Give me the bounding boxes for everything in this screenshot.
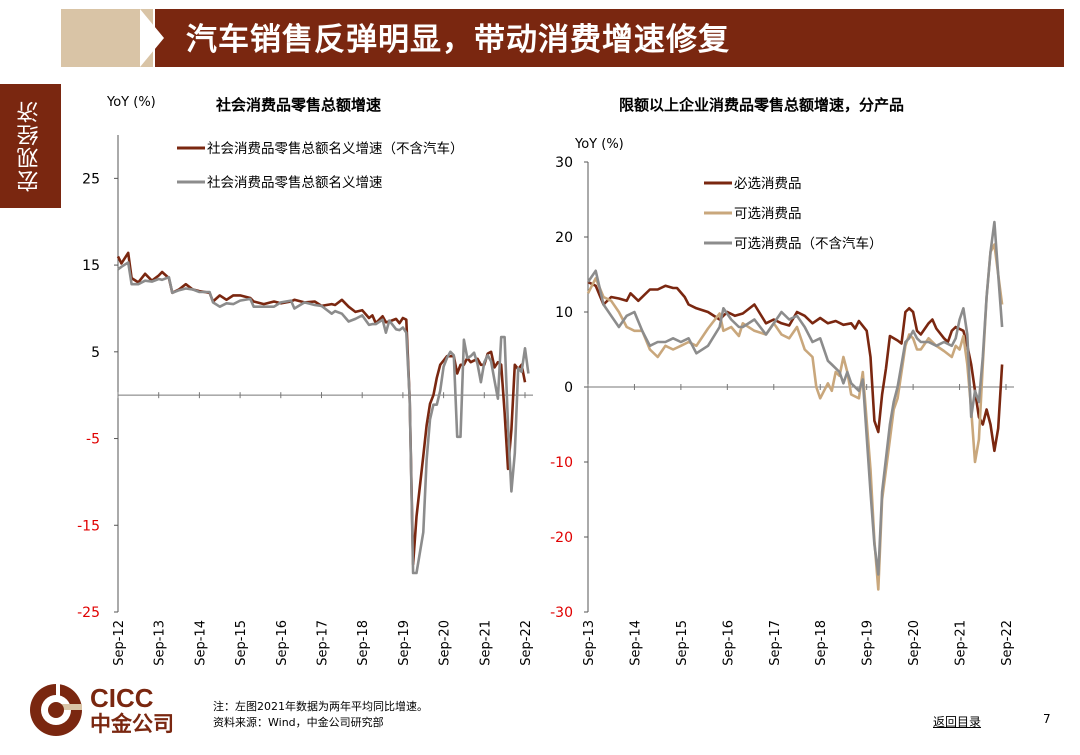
y-tick-label: 5 <box>91 345 100 361</box>
y-tick-label: 0 <box>564 380 573 396</box>
x-tick-label: Sep-18 <box>356 620 371 666</box>
x-tick-label: Sep-22 <box>1000 620 1015 666</box>
y-tick-label: -15 <box>77 518 100 534</box>
x-tick-label: Sep-21 <box>954 620 969 666</box>
y-tick-label: -20 <box>550 530 573 546</box>
right-chart-title: 限额以上企业消费品零售总额增速，分产品 <box>619 96 905 114</box>
legend-label: 社会消费品零售总额名义增速（不含汽车） <box>207 140 464 157</box>
x-tick-label: Sep-13 <box>153 620 168 666</box>
series-line <box>117 261 530 575</box>
series-line <box>587 280 1004 453</box>
series-line <box>116 251 527 566</box>
header-bar <box>155 9 1064 67</box>
header-gold-block <box>61 9 153 67</box>
legend-label: 可选消费品 <box>734 206 802 222</box>
left-chart-title: 社会消费品零售总额增速 <box>216 96 382 114</box>
right-chart: 30 20 10 0 -10 -20 -30 Sep-13 Sep-14 Sep-15 Sep-16… <box>550 155 1015 666</box>
x-tick-label: Sep-12 <box>112 620 127 666</box>
x-tick-label: Sep-16 <box>275 620 290 666</box>
left-chart: 25 15 5 -5 -15 -25 Sep-12 Sep-13 Sep-14 Sep-15 Sep… <box>77 135 534 666</box>
header-arrow-icon <box>140 9 164 67</box>
x-tick-label: Sep-13 <box>582 620 597 666</box>
series-line <box>586 220 1004 576</box>
y-tick-label: -5 <box>86 432 100 448</box>
x-tick-label: Sep-21 <box>478 620 493 666</box>
y-tick-label: -25 <box>77 605 100 621</box>
x-tick-label: Sep-19 <box>397 620 412 666</box>
page-title: 汽车销售反弹明显，带动消费增速修复 <box>186 22 730 58</box>
x-tick-label: Sep-18 <box>814 620 829 666</box>
y-tick-label: 25 <box>82 171 100 187</box>
x-tick-label: Sep-22 <box>519 620 534 666</box>
x-tick-label: Sep-15 <box>675 620 690 666</box>
x-tick-label: Sep-20 <box>438 620 453 666</box>
x-tick-label: Sep-14 <box>193 620 208 666</box>
cicc-logo-icon <box>30 684 82 736</box>
page-number: 7 <box>1043 712 1051 726</box>
y-tick-label: 30 <box>555 155 573 171</box>
x-tick-label: Sep-19 <box>861 620 876 666</box>
logo-cn: 中金公司 <box>90 712 174 736</box>
left-chart-y-unit: YoY (%) <box>107 95 156 110</box>
x-tick-label: Sep-17 <box>768 620 783 666</box>
x-tick-label: Sep-17 <box>316 620 331 666</box>
legend-label: 可选消费品（不含汽车） <box>734 235 883 252</box>
y-tick-label: -10 <box>550 455 573 471</box>
back-to-contents-link[interactable]: 返回目录 <box>933 715 982 729</box>
x-tick-label: Sep-20 <box>907 620 922 666</box>
footnote: 注：左图2021年数据为两年平均同比增速。 <box>213 700 428 713</box>
legend-label: 必选消费品 <box>734 176 802 192</box>
y-tick-label: 20 <box>555 230 573 246</box>
legend-label: 社会消费品零售总额名义增速 <box>207 175 383 191</box>
y-tick-label: -30 <box>550 605 573 621</box>
logo-en: CICC <box>90 683 154 713</box>
x-tick-label: Sep-15 <box>234 620 249 666</box>
x-tick-label: Sep-16 <box>721 620 736 666</box>
x-tick-label: Sep-14 <box>628 620 643 666</box>
y-tick-label: 15 <box>82 258 100 274</box>
right-chart-y-unit: YoY (%) <box>575 137 624 152</box>
series-line <box>586 243 1004 591</box>
source-note: 资料来源：Wind，中金公司研究部 <box>213 716 384 729</box>
y-tick-label: 10 <box>555 305 573 321</box>
